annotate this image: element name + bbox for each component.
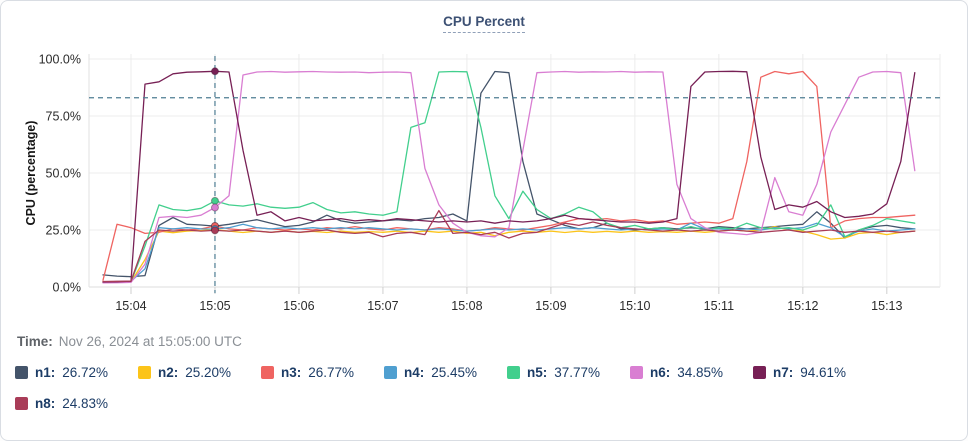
legend-series-value: 25.20% <box>185 365 232 380</box>
legend-series-value: 34.85% <box>677 365 724 380</box>
legend-swatch-n8 <box>15 397 28 410</box>
cursor-dot-n7 <box>210 67 219 76</box>
chart-header: CPU Percent <box>1 13 967 35</box>
legend-series-name: n6: <box>650 365 671 380</box>
series-line-n7 <box>102 70 916 283</box>
cursor-dot-n8 <box>210 226 219 235</box>
crosshair-and-threshold <box>89 56 940 293</box>
legend-item-n1[interactable]: n1: 26.72% <box>15 365 138 380</box>
legend-item-n6[interactable]: n6: 34.85% <box>630 365 753 380</box>
x-tick-label: 15:07 <box>367 299 398 313</box>
series-line-n5 <box>102 70 916 284</box>
legend-series-value: 24.83% <box>62 396 109 411</box>
series-line-n3 <box>102 70 916 281</box>
legend-series-value: 25.45% <box>431 365 478 380</box>
legend-series-name: n2: <box>158 365 179 380</box>
axis-labels: 0.0% 25.0% 50.0% 75.0% 100.0% 15:04 15:05 15:06… <box>39 53 903 314</box>
legend-series-name: n8: <box>35 396 56 411</box>
legend-series-name: n1: <box>35 365 56 380</box>
legend-swatch-n1 <box>15 366 28 379</box>
legend-series-name: n3: <box>281 365 302 380</box>
legend-item-n2[interactable]: n2: 25.20% <box>138 365 261 380</box>
legend-series-value: 26.77% <box>308 365 355 380</box>
y-tick-label: 25.0% <box>46 224 81 238</box>
x-tick-label: 15:11 <box>704 299 734 313</box>
time-label: Time: <box>17 334 53 349</box>
cursor-dot-n5 <box>210 196 219 205</box>
series-line-n1 <box>102 70 916 278</box>
grid <box>88 54 941 294</box>
legend-swatch-n5 <box>507 366 520 379</box>
x-tick-label: 15:05 <box>199 299 230 313</box>
cpu-chart[interactable]: 0.0% 25.0% 50.0% 75.0% 100.0% 15:04 15:05 15:06… <box>1 35 968 320</box>
x-tick-label: 15:04 <box>115 299 146 313</box>
legend-swatch-n7 <box>753 366 766 379</box>
legend-item-n3[interactable]: n3: 26.77% <box>261 365 384 380</box>
x-tick-label: 15:08 <box>451 299 482 313</box>
series-line-n2 <box>102 225 916 284</box>
y-tick-label: 50.0% <box>46 167 81 181</box>
legend-series-value: 26.72% <box>62 365 109 380</box>
x-tick-label: 15:10 <box>619 299 650 313</box>
legend-items: n1: 26.72% n2: 25.20% n3: 26.77% n4: 25.45% n5: 3… <box>15 365 953 427</box>
legend-item-n7[interactable]: n7: 94.61% <box>753 365 876 380</box>
chart-title[interactable]: CPU Percent <box>443 14 525 33</box>
time-value: Nov 26, 2024 at 15:05:00 UTC <box>58 334 242 349</box>
series-lines <box>102 70 916 284</box>
legend-series-value: 37.77% <box>554 365 601 380</box>
legend-series-name: n4: <box>404 365 425 380</box>
x-tick-label: 15:12 <box>787 299 818 313</box>
legend-item-n4[interactable]: n4: 25.45% <box>384 365 507 380</box>
legend-series-name: n5: <box>527 365 548 380</box>
legend-series-name: n7: <box>773 365 794 380</box>
series-line-n6 <box>102 70 916 284</box>
cursor-dot-n6 <box>210 203 219 212</box>
x-tick-label: 15:13 <box>871 299 902 313</box>
x-tick-label: 15:06 <box>283 299 314 313</box>
legend-item-n5[interactable]: n5: 37.77% <box>507 365 630 380</box>
legend-area: Time: Nov 26, 2024 at 15:05:00 UTC n1: 26.… <box>1 334 967 427</box>
legend-swatch-n4 <box>384 366 397 379</box>
cursor-time-row: Time: Nov 26, 2024 at 15:05:00 UTC <box>17 334 953 349</box>
legend-item-n8[interactable]: n8: 24.83% <box>15 396 138 411</box>
legend-series-value: 94.61% <box>800 365 847 380</box>
series-line-n8 <box>102 209 916 283</box>
y-axis-title: CPU (percentage) <box>24 121 38 226</box>
y-tick-label: 75.0% <box>46 110 81 124</box>
x-tick-label: 15:09 <box>535 299 566 313</box>
legend-swatch-n6 <box>630 366 643 379</box>
legend-swatch-n2 <box>138 366 151 379</box>
legend-swatch-n3 <box>261 366 274 379</box>
y-tick-label: 100.0% <box>39 53 81 67</box>
y-tick-label: 0.0% <box>53 281 82 295</box>
